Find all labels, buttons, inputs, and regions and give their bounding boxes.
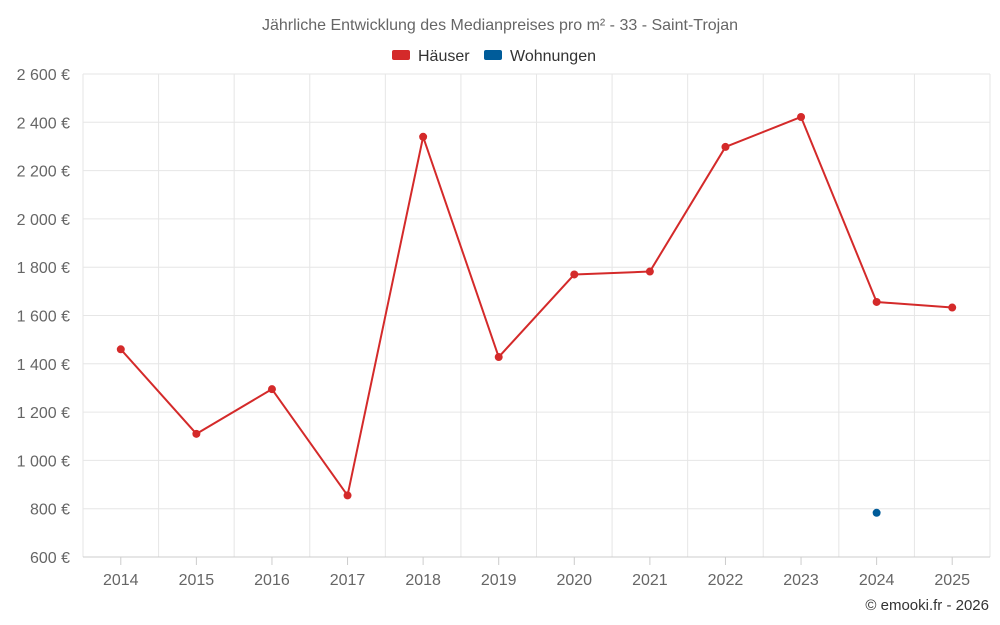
x-tick-label: 2022 (708, 572, 744, 589)
data-point-0[interactable] (267, 385, 276, 394)
credit-text: © emooki.fr - 2026 (865, 597, 989, 614)
legend-swatch-haeuser (392, 50, 410, 60)
data-point-0[interactable] (872, 297, 881, 306)
y-tick-label: 1 200 € (17, 405, 70, 422)
y-tick-label: 1 000 € (17, 453, 70, 470)
y-tick-label: 2 000 € (17, 212, 70, 229)
x-tick-label: 2023 (783, 572, 819, 589)
plot-area (116, 112, 957, 517)
y-tick-label: 1 400 € (17, 357, 70, 374)
y-tick-label: 800 € (30, 502, 70, 519)
data-point-0[interactable] (797, 112, 806, 121)
legend-item-haeuser[interactable]: Häuser (392, 48, 470, 65)
x-tick-label: 2017 (330, 572, 366, 589)
legend-item-wohnungen[interactable]: Wohnungen (484, 48, 596, 65)
x-tick-label: 2014 (103, 572, 139, 589)
data-point-0[interactable] (419, 132, 428, 141)
x-tick-label: 2016 (254, 572, 290, 589)
y-tick-label: 1 800 € (17, 260, 70, 277)
x-tick-label: 2021 (632, 572, 668, 589)
data-point-0[interactable] (948, 303, 957, 312)
chart-title: Jährliche Entwicklung des Medianpreises … (262, 17, 738, 34)
x-tick-label: 2019 (481, 572, 517, 589)
legend: Häuser Wohnungen (392, 48, 596, 65)
y-tick-label: 2 200 € (17, 164, 70, 181)
data-point-0[interactable] (645, 267, 654, 276)
series-line-0 (120, 115, 953, 497)
data-point-0[interactable] (116, 345, 125, 354)
x-tick-label: 2025 (934, 572, 970, 589)
legend-swatch-wohnungen (484, 50, 502, 60)
x-tick-label: 2020 (556, 572, 592, 589)
data-point-1[interactable] (872, 508, 881, 517)
legend-label-haeuser: Häuser (418, 48, 470, 65)
data-point-0[interactable] (494, 353, 503, 362)
y-tick-label: 600 € (30, 550, 70, 567)
data-point-0[interactable] (192, 429, 201, 438)
y-axis-labels: 600 € 800 € 1 000 € 1 200 € 1 400 € 1 600 € 1 … (17, 67, 70, 567)
x-tick-label: 2018 (405, 572, 441, 589)
y-tick-label: 2 400 € (17, 115, 70, 132)
x-tick-label: 2015 (179, 572, 215, 589)
x-tick-label: 2024 (859, 572, 895, 589)
data-point-0[interactable] (570, 270, 579, 279)
data-point-0[interactable] (343, 491, 352, 500)
x-axis-labels: 2014 2015 2016 2017 2018 2019 2020 2021 2022 2023… (103, 557, 970, 589)
data-point-0[interactable] (721, 142, 730, 151)
y-tick-label: 2 600 € (17, 67, 70, 84)
y-tick-label: 1 600 € (17, 309, 70, 326)
legend-label-wohnungen: Wohnungen (510, 48, 596, 65)
